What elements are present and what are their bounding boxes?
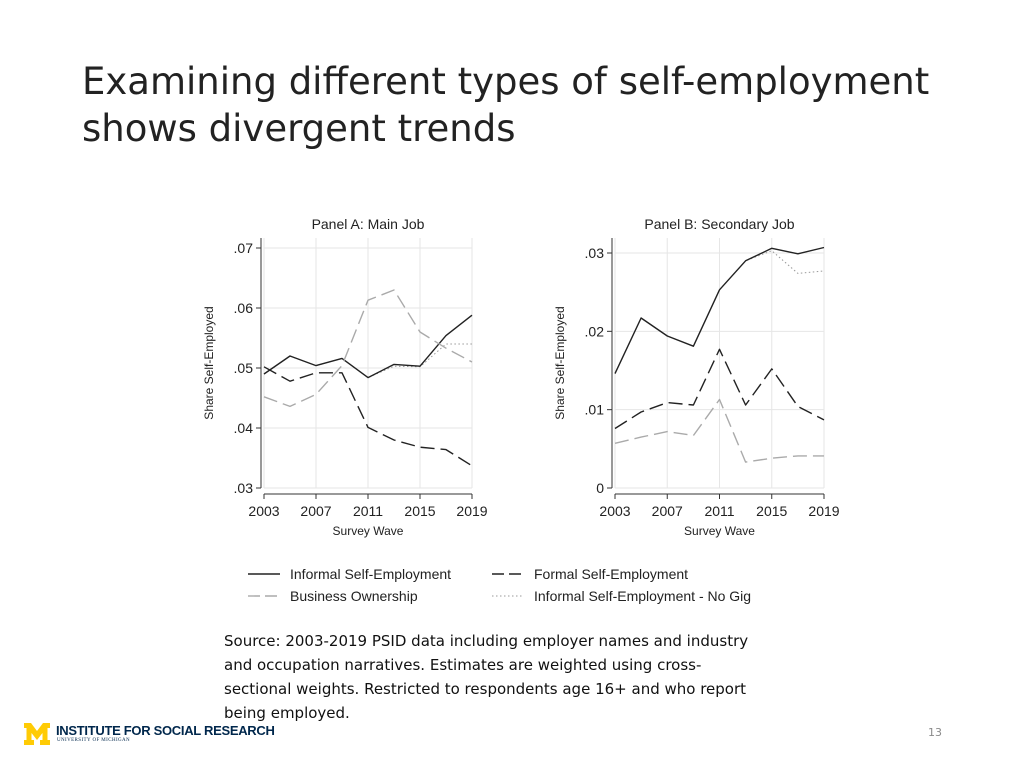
series-line-business-ownership <box>614 398 824 463</box>
x-tick-label: 2015 <box>756 503 787 519</box>
series-line-informal-self-employment <box>263 314 473 379</box>
x-tick-label: 2015 <box>404 503 435 519</box>
x-tick-label: 2011 <box>704 503 734 519</box>
legend-label: Informal Self-Employment - No Gig <box>534 588 751 604</box>
y-tick-label: .03 <box>585 245 605 261</box>
y-tick-label: .04 <box>234 420 254 436</box>
y-tick-label: .06 <box>234 300 254 316</box>
x-tick-label: 2007 <box>300 503 331 519</box>
y-tick-label: .05 <box>234 360 254 376</box>
panel-title: Panel B: Secondary Job <box>644 216 794 232</box>
source-line-3: sectional weights. Restricted to respond… <box>224 680 747 698</box>
slide-title-line-1: Examining different types of self-employ… <box>82 60 930 103</box>
y-tick-label: .07 <box>234 240 254 256</box>
y-axis-label: Share Self-Employed <box>202 306 216 419</box>
x-tick-label: 2011 <box>353 503 383 519</box>
source-line-4: being employed. <box>224 704 350 722</box>
page-number: 13 <box>928 726 942 739</box>
panel-title: Panel A: Main Job <box>312 216 425 232</box>
series-line-formal-self-employment <box>263 366 473 467</box>
series-line-business-ownership <box>263 289 473 408</box>
y-tick-label: 0 <box>596 480 604 496</box>
y-tick-label: .02 <box>585 323 605 339</box>
x-tick-label: 2003 <box>248 503 279 519</box>
logo-sub-text: UNIVERSITY OF MICHIGAN <box>57 738 131 743</box>
legend-label: Informal Self-Employment <box>290 566 451 582</box>
x-tick-label: 2007 <box>652 503 683 519</box>
slide-title: Examining different types of self-employ… <box>82 58 982 152</box>
legend-label: Formal Self-Employment <box>534 566 688 582</box>
x-axis-label: Survey Wave <box>684 524 755 538</box>
x-axis-label: Survey Wave <box>333 524 404 538</box>
chart-figure: .03 .04 .05 .06 .07 2003 2007 2011 2015 2019 Panel… <box>202 216 840 604</box>
series-line-informal-self-employment <box>614 246 825 374</box>
panel-b: 0 .01 .02 .03 2003 2007 2011 2015 2019 Panel B: S… <box>553 216 840 538</box>
x-tick-label: 2019 <box>808 503 839 519</box>
y-axis-label: Share Self-Employed <box>553 306 567 419</box>
source-line-1: Source: 2003-2019 PSID data including em… <box>224 632 749 650</box>
legend: Informal Self-Employment Formal Self-Empl… <box>248 566 751 604</box>
y-tick-label: .01 <box>585 402 605 418</box>
legend-label: Business Ownership <box>290 588 418 604</box>
panel-a: .03 .04 .05 .06 .07 2003 2007 2011 2015 2019 Panel… <box>202 216 488 538</box>
y-tick-label: .03 <box>234 480 254 496</box>
x-tick-label: 2003 <box>599 503 630 519</box>
x-tick-label: 2019 <box>456 503 487 519</box>
source-line-2: and occupation narratives. Estimates are… <box>224 656 702 674</box>
slide-title-line-2: shows divergent trends <box>82 107 516 150</box>
series-line-formal-self-employment <box>614 348 825 430</box>
block-m-icon <box>24 723 50 745</box>
source-note: Source: 2003-2019 PSID data including em… <box>224 629 794 725</box>
logo-main-text: INSTITUTE FOR SOCIAL RESEARCH <box>56 723 275 738</box>
